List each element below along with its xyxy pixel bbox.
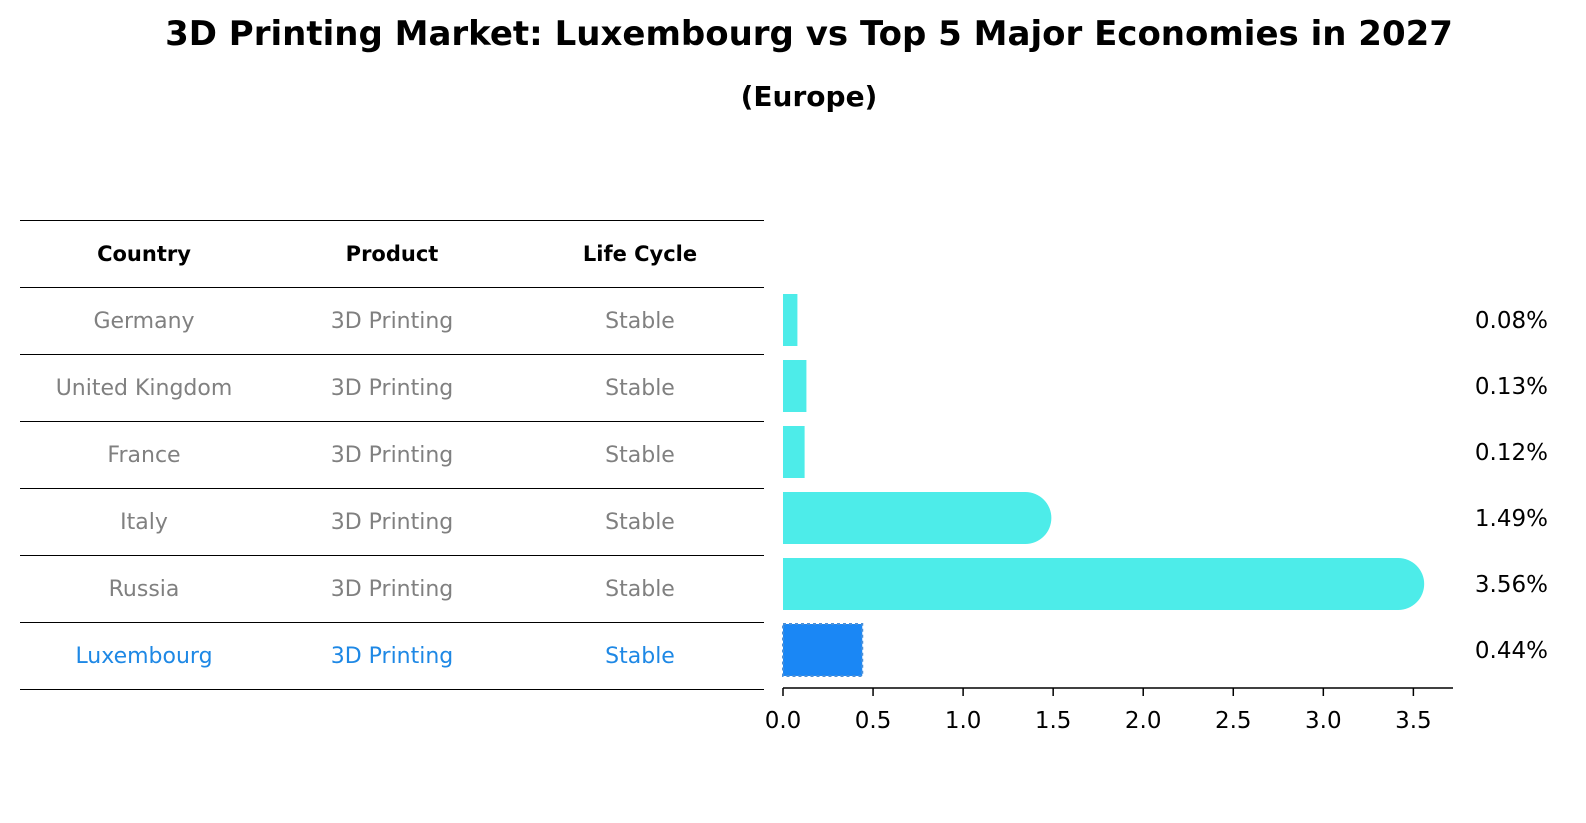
life-cycle-cell: Stable (605, 509, 675, 535)
header-country: Country (97, 242, 191, 266)
x-tick-label: 2.5 (1215, 708, 1252, 734)
bar (783, 558, 1425, 610)
table-header-row: Country Product Life Cycle (20, 220, 764, 287)
product-cell: 3D Printing (330, 509, 454, 535)
bar-value-label: 0.12% (1475, 440, 1548, 466)
x-tick-label: 3.0 (1305, 708, 1342, 734)
product-cell: 3D Printing (330, 442, 454, 468)
bar-value-label: 3.56% (1475, 572, 1548, 598)
country-cell: Italy (120, 509, 168, 535)
product-cell: 3D Printing (330, 576, 454, 602)
life-cycle-cell: Stable (605, 308, 675, 334)
bar (783, 426, 805, 478)
chart-title: 3D Printing Market: Luxembourg vs Top 5 … (165, 14, 1453, 54)
life-cycle-cell: Stable (605, 576, 675, 602)
x-tick-label: 3.5 (1395, 708, 1432, 734)
life-cycle-cell: Stable (605, 442, 675, 468)
chart-subtitle: (Europe) (740, 80, 878, 113)
product-cell: 3D Printing (330, 308, 454, 334)
x-tick-label: 0.5 (855, 708, 892, 734)
bar (783, 294, 798, 346)
bar-value-label: 1.49% (1475, 506, 1548, 532)
life-cycle-cell: Stable (605, 643, 675, 669)
table-row: Russia 3D Printing Stable (20, 555, 764, 622)
x-tick-label: 1.0 (945, 708, 982, 734)
country-cell: United Kingdom (55, 375, 233, 401)
table-row: United Kingdom 3D Printing Stable (20, 354, 764, 421)
country-cell: Russia (108, 576, 180, 602)
product-cell: 3D Printing (330, 643, 454, 669)
bar-value-label: 0.44% (1475, 638, 1548, 664)
bar (783, 360, 807, 412)
x-tick-label: 1.5 (1035, 708, 1072, 734)
table-row-highlighted: Luxembourg 3D Printing Stable (20, 622, 764, 690)
country-cell: France (107, 442, 181, 468)
table-row: France 3D Printing Stable (20, 421, 764, 488)
bar (783, 492, 1052, 544)
bar-highlighted (782, 623, 864, 677)
life-cycle-cell: Stable (605, 375, 675, 401)
table-row: Germany 3D Printing Stable (20, 287, 764, 354)
bar-value-label: 0.08% (1475, 308, 1548, 334)
x-tick-label: 0.0 (765, 708, 802, 734)
product-cell: 3D Printing (330, 375, 454, 401)
header-life-cycle: Life Cycle (582, 242, 698, 266)
header-product: Product (345, 242, 439, 266)
country-cell: Luxembourg (75, 643, 213, 669)
country-cell: Germany (93, 308, 195, 334)
bar-value-label: 0.13% (1475, 374, 1548, 400)
x-tick-label: 2.0 (1125, 708, 1162, 734)
table-row: Italy 3D Printing Stable (20, 488, 764, 555)
data-table: Country Product Life Cycle Germany 3D Pr… (20, 220, 764, 690)
